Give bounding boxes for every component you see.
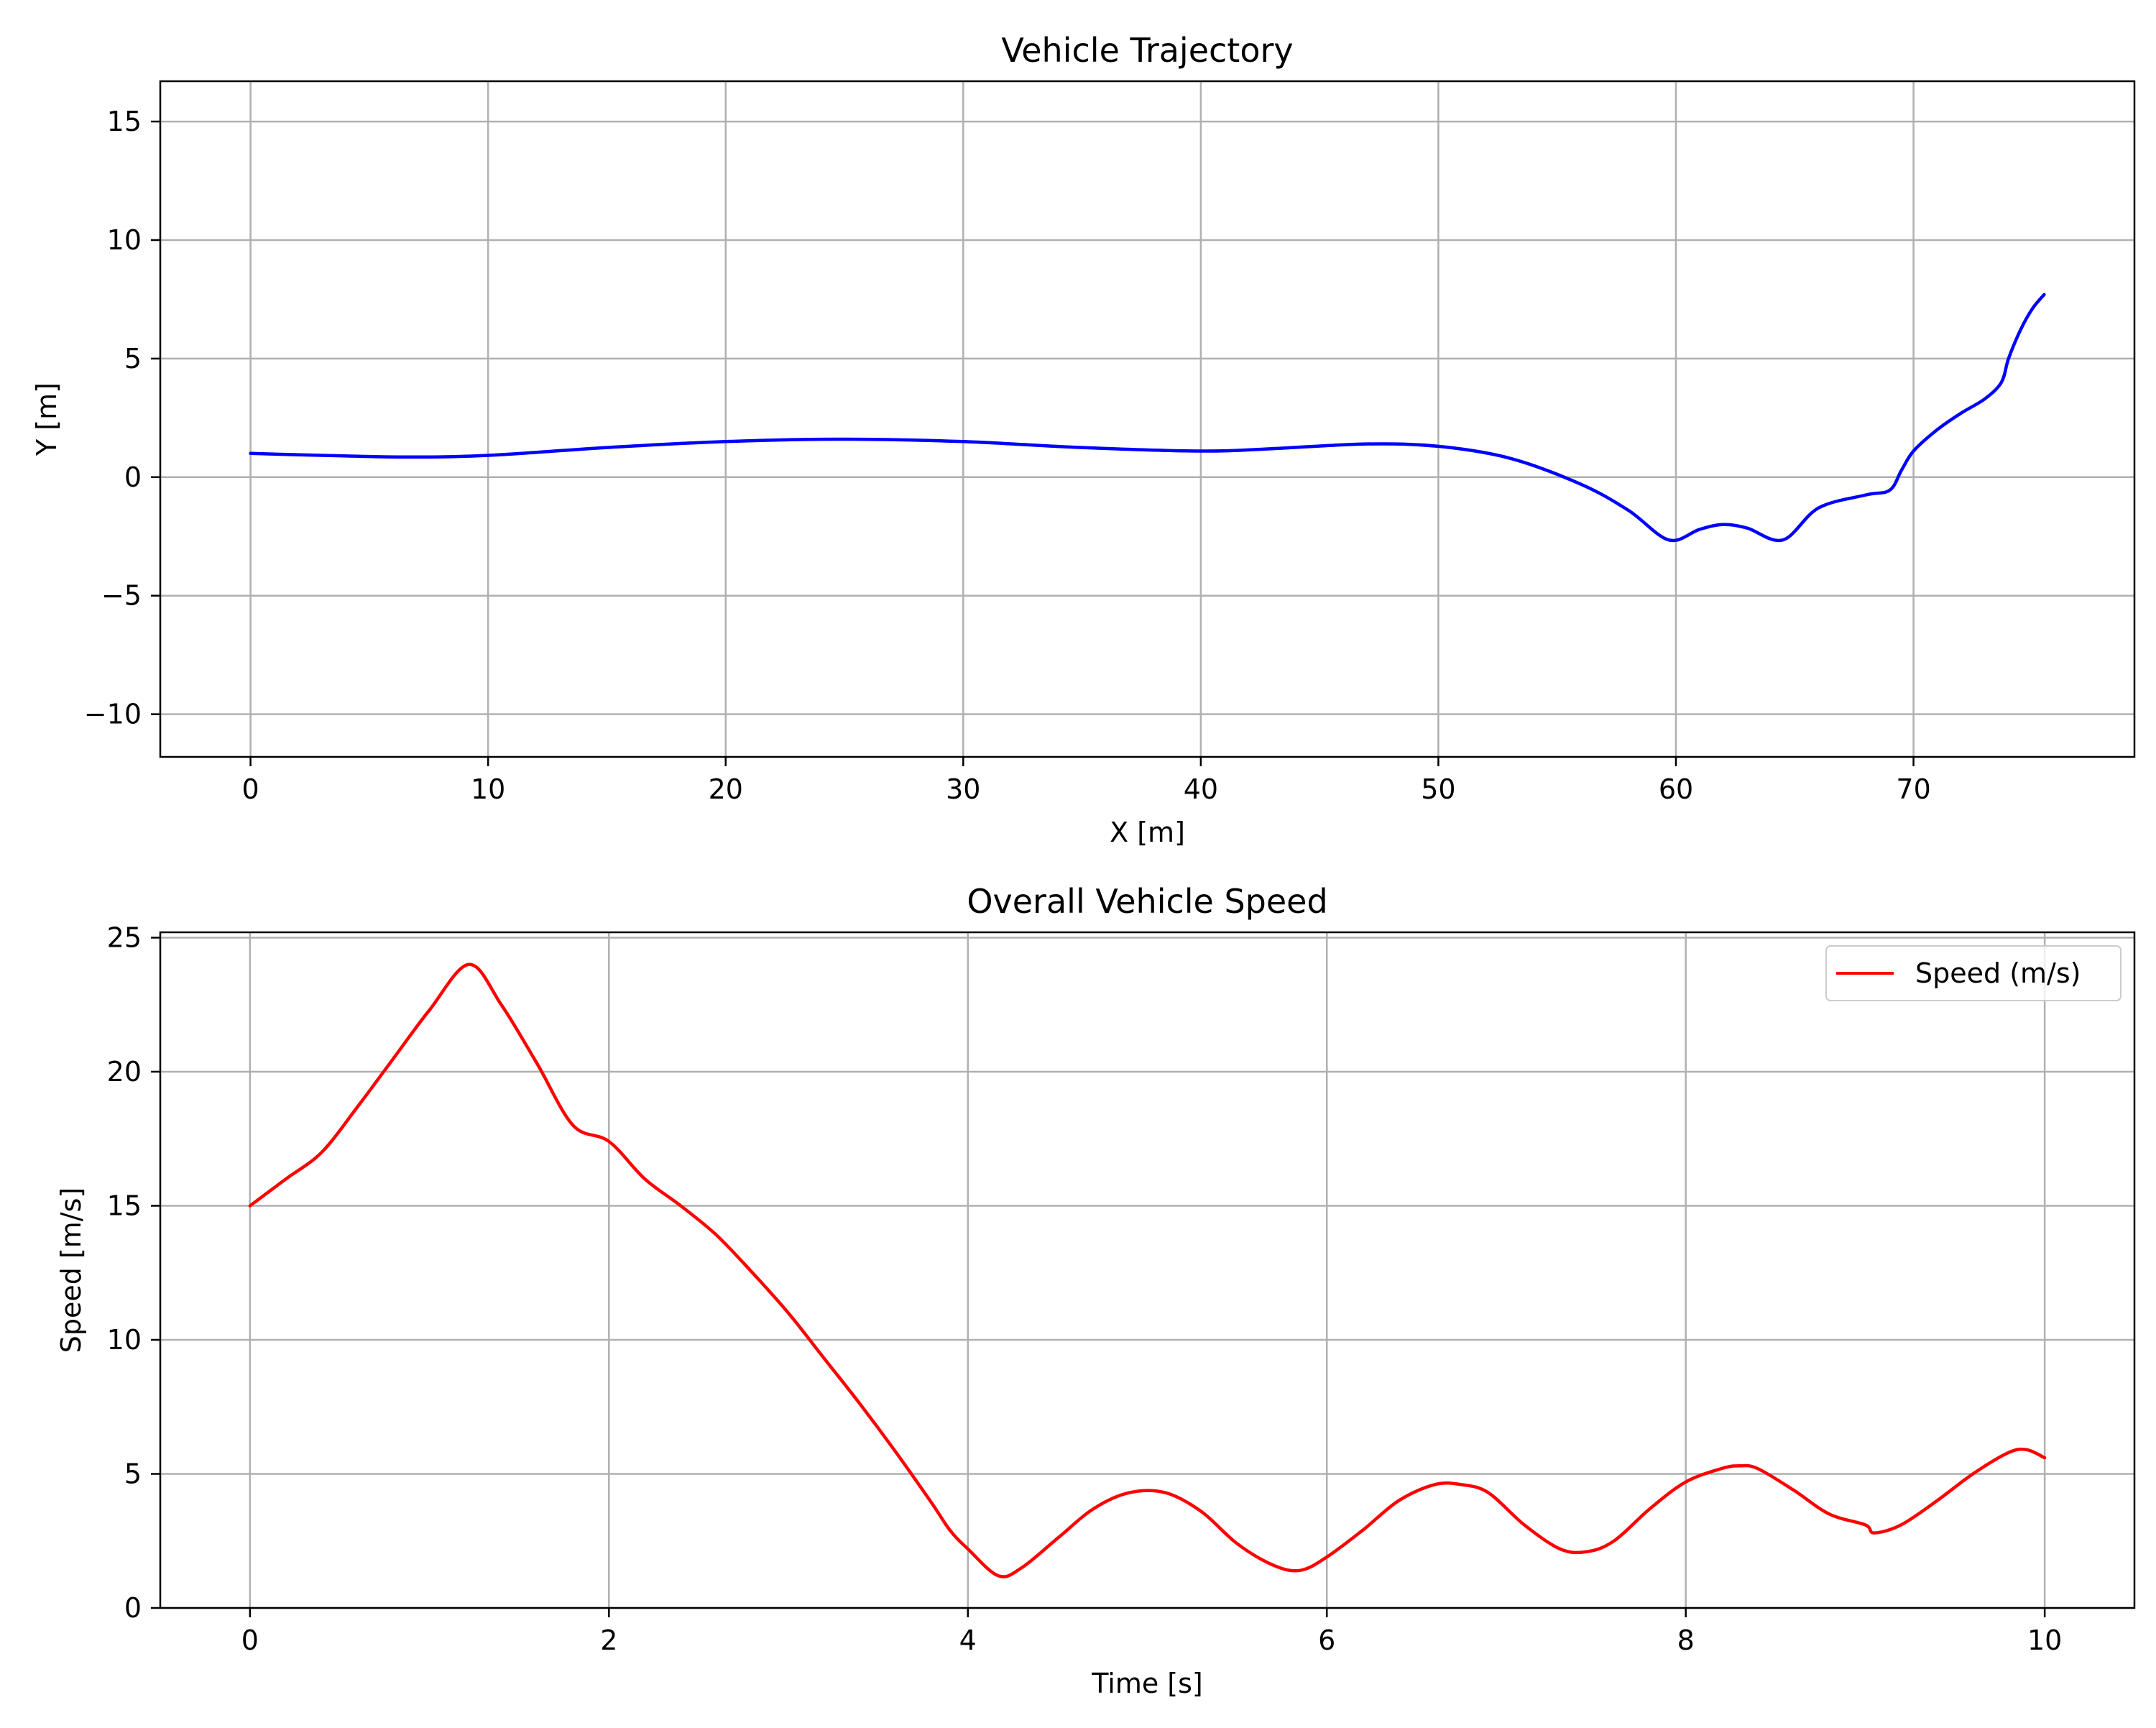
trajectory-ytick-label: −10 (84, 699, 142, 730)
speed-xtick-label: 2 (600, 1624, 617, 1656)
speed-ytick-label: 10 (107, 1324, 142, 1356)
trajectory-ytick-label: 0 (124, 461, 142, 493)
trajectory-xtick-label: 40 (1184, 773, 1218, 805)
speed-xlabel: Time [s] (1091, 1668, 1203, 1699)
speed-ytick-label: 25 (107, 922, 142, 953)
trajectory-ytick-label: 10 (107, 224, 142, 256)
speed-xtick-label: 6 (1318, 1624, 1335, 1656)
trajectory-xtick-label: 0 (242, 773, 259, 805)
trajectory-series (249, 293, 2046, 543)
trajectory-series-line-0 (249, 293, 2046, 543)
trajectory-chart: 0 10 20 30 40 50 60 70 −10 −5 0 5 10 15 Vehicle Traje… (31, 31, 2136, 848)
trajectory-xtick-label: 10 (471, 773, 505, 805)
speed-ylabel: Speed [m/s] (55, 1187, 87, 1353)
trajectory-title: Vehicle Trajectory (1001, 31, 1293, 70)
trajectory-xtick-label: 70 (1896, 773, 1930, 805)
speed-xtick-label: 0 (241, 1624, 259, 1656)
legend-label: Speed (m/s) (1915, 957, 2081, 989)
speed-series (248, 962, 2047, 1578)
speed-xtick-label: 4 (959, 1624, 977, 1656)
trajectory-xtick-label: 60 (1659, 773, 1693, 805)
trajectory-grid (160, 81, 2134, 757)
speed-xtick-label: 10 (2027, 1624, 2062, 1656)
speed-axes-frame (159, 931, 2136, 1609)
speed-ytick-label: 20 (107, 1056, 142, 1088)
speed-ytick-label: 15 (107, 1190, 142, 1221)
speed-xtick-label: 8 (1677, 1624, 1695, 1656)
trajectory-ytick-label: 15 (107, 106, 142, 137)
trajectory-ylabel: Y [m] (31, 382, 63, 456)
speed-title: Overall Vehicle Speed (967, 882, 1327, 921)
speed-ticks: 0 2 4 6 8 10 0 5 10 15 20 25 (107, 922, 2063, 1656)
trajectory-ticks: 0 10 20 30 40 50 60 70 −10 −5 0 5 10 15 (84, 106, 1931, 805)
speed-series-line-0 (248, 962, 2047, 1578)
trajectory-axes-frame (159, 80, 2136, 758)
speed-ytick-label: 0 (124, 1592, 142, 1624)
speed-legend: Speed (m/s) (1825, 945, 2122, 1001)
legend-box (1825, 945, 2122, 1001)
trajectory-ytick-label: 5 (124, 343, 142, 374)
speed-ytick-label: 5 (124, 1458, 142, 1489)
trajectory-xtick-label: 50 (1421, 773, 1455, 805)
trajectory-ytick-label: −5 (101, 580, 142, 612)
trajectory-xtick-label: 20 (709, 773, 743, 805)
trajectory-xlabel: X [m] (1110, 817, 1185, 848)
trajectory-xtick-label: 30 (946, 773, 980, 805)
